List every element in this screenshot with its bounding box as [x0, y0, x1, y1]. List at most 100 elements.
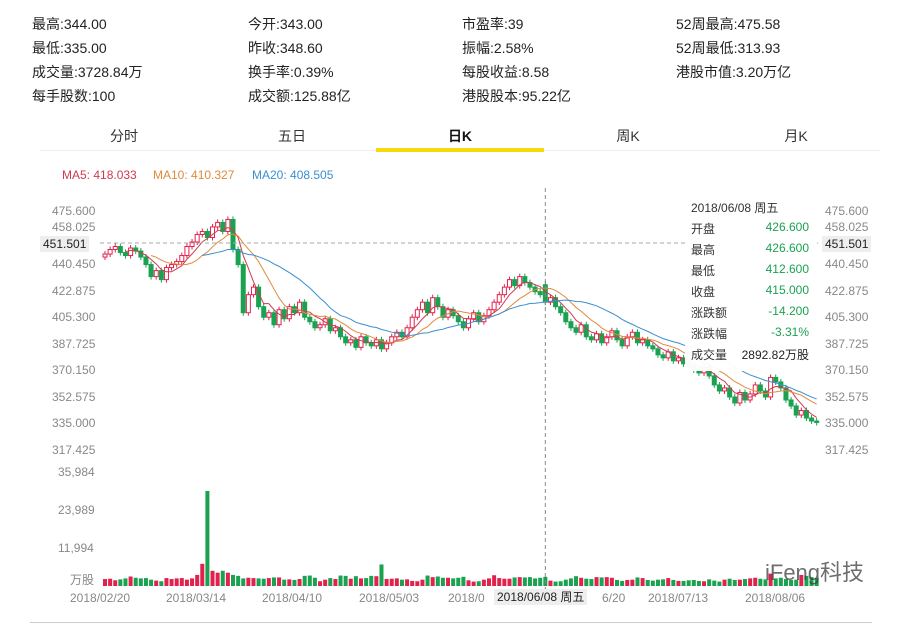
candle — [245, 294, 251, 314]
date-axis-label: 2018/07/13 — [648, 591, 709, 605]
price-axis-label-right: 387.725 — [825, 336, 869, 351]
candle — [732, 396, 738, 404]
volume-bar — [789, 579, 794, 586]
volume-bar — [645, 579, 650, 586]
candle — [471, 312, 477, 320]
price-axis-label-left: 317.425 — [52, 442, 96, 457]
candle — [215, 221, 221, 228]
volume-bar — [748, 578, 753, 586]
candle — [425, 301, 431, 314]
volume-bar — [143, 578, 148, 586]
tab-daily-k[interactable]: 日K — [376, 126, 544, 152]
volume-bar — [589, 579, 594, 586]
volume-axis-label: 23,989 — [58, 503, 95, 517]
volume-bar — [446, 577, 451, 586]
volume-bar — [103, 579, 107, 586]
candle — [568, 321, 574, 329]
volume-bar — [420, 579, 425, 586]
volume-bar — [399, 579, 404, 586]
tab-weekly-k[interactable]: 周K — [616, 128, 640, 144]
tooltip-row-value: 412.600 — [765, 262, 809, 276]
volume-bar — [487, 578, 491, 586]
volume-bar — [604, 577, 609, 586]
volume-bar — [338, 575, 343, 586]
volume-bar — [538, 577, 543, 586]
volume-bar — [384, 579, 389, 586]
volume-bar — [174, 578, 179, 586]
candle — [184, 246, 190, 257]
candle — [143, 256, 149, 266]
volume-bar — [456, 577, 461, 586]
volume-bar — [430, 577, 435, 586]
stat-item: 市盈率:39 — [462, 16, 524, 32]
tooltip-row: 开盘 426.600 — [691, 220, 813, 238]
volume-bar — [661, 579, 666, 586]
volume-bar — [481, 579, 486, 586]
volume-bar — [476, 581, 481, 586]
date-axis-label: 6/20 — [602, 591, 626, 605]
candle — [768, 376, 774, 398]
volume-bar — [732, 579, 737, 586]
volume-bar — [615, 579, 619, 586]
volume-bar — [579, 577, 584, 586]
volume-bar — [195, 574, 200, 586]
date-axis-label: 2018/0 — [448, 591, 485, 605]
tab-five-day[interactable]: 五日 — [278, 128, 306, 144]
price-axis-label-right: 422.875 — [825, 283, 869, 298]
volume-axis-label: 35,984 — [58, 465, 95, 479]
candle — [491, 301, 497, 311]
volume-bar — [553, 581, 558, 586]
price-axis-label-left: 440.450 — [52, 257, 96, 271]
candle — [419, 301, 425, 311]
stat-item: 52周最高:475.58 — [676, 16, 781, 32]
volume-bar — [763, 579, 768, 586]
candle — [455, 315, 461, 323]
volume-bar — [681, 580, 686, 586]
candle — [225, 218, 231, 232]
crosshair-date: 2018/06/08 周五 — [494, 589, 588, 605]
candle — [512, 279, 518, 287]
tab-intraday[interactable]: 分时 — [110, 128, 138, 144]
volume-bar — [225, 572, 230, 586]
date-axis-label: 2018/04/10 — [262, 591, 323, 605]
volume-bar — [512, 577, 517, 586]
volume-bar — [778, 577, 783, 586]
volume-bar — [138, 578, 143, 586]
candle — [107, 249, 113, 255]
volume-bar — [507, 578, 512, 586]
volume-bar — [369, 575, 374, 586]
tooltip-row-value: 415.000 — [765, 283, 809, 297]
volume-bar — [471, 581, 476, 586]
ma5-label: MA5: 418.033 — [62, 168, 137, 182]
stat-item: 成交额:125.88亿 — [248, 88, 351, 104]
volume-bar — [364, 578, 369, 586]
volume-bar — [451, 578, 456, 586]
candle — [737, 391, 743, 404]
tooltip-row-label: 涨跌额 — [691, 306, 728, 320]
candle — [440, 306, 446, 318]
volume-bar — [287, 579, 292, 586]
volume-bar — [348, 578, 353, 586]
candle — [348, 339, 354, 344]
volume-bar — [333, 579, 338, 586]
volume-bar — [461, 576, 466, 586]
candle — [609, 330, 615, 338]
volume-bar — [231, 574, 235, 586]
price-axis-label-right: 335.000 — [825, 416, 869, 430]
tooltip-row: 涨跌幅 -3.31% — [691, 325, 813, 343]
candle — [640, 339, 646, 344]
tab-monthly-k[interactable]: 月K — [784, 128, 808, 144]
volume-bar — [522, 577, 527, 586]
candle — [655, 348, 661, 356]
volume-bar — [640, 578, 645, 586]
candle — [404, 327, 410, 338]
candle — [558, 306, 564, 314]
volume-bar — [374, 576, 379, 586]
stat-item: 港股股本:95.22亿 — [462, 88, 571, 104]
volume-bar — [277, 577, 282, 586]
candle — [189, 241, 195, 248]
volume-bar — [804, 575, 809, 586]
tooltip-row-label: 涨跌幅 — [691, 327, 728, 341]
candle — [506, 279, 512, 288]
volume-bar — [133, 577, 138, 586]
